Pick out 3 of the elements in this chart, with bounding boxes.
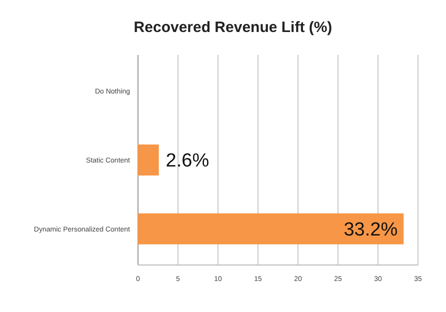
data-label: 33.2% — [344, 220, 398, 240]
chart-title: Recovered Revenue Lift (%) — [134, 19, 332, 36]
data-label: 2.6% — [166, 150, 210, 172]
